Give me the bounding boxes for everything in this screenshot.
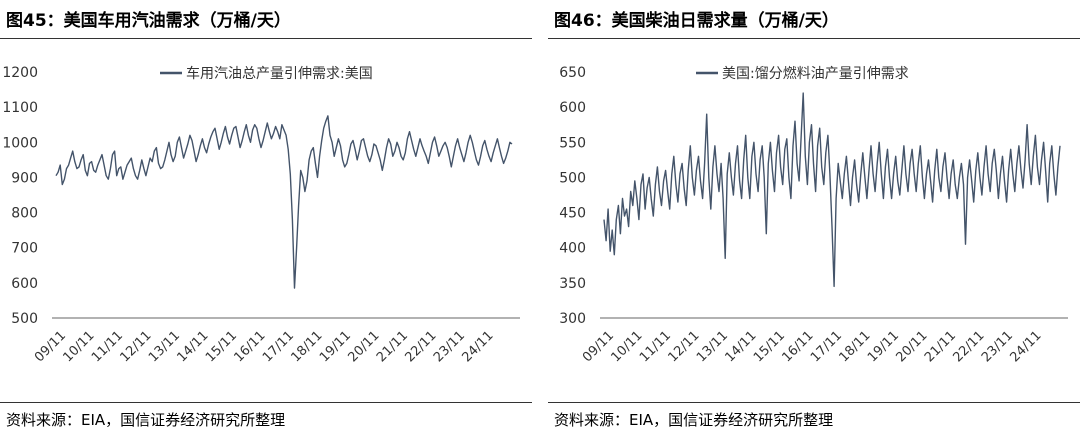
x-tick-label: 16/11 bbox=[231, 328, 268, 365]
x-tick-label: 24/11 bbox=[1007, 328, 1044, 365]
chart-panel-gasoline: 图45：美国车用汽油需求（万桶/天） 500 600 700 800 900 1000 11… bbox=[0, 0, 532, 442]
x-tick-label: 19/11 bbox=[317, 328, 354, 365]
x-tick-label: 22/11 bbox=[402, 328, 439, 365]
x-tick-label: 12/11 bbox=[117, 328, 154, 365]
series-line bbox=[55, 115, 513, 289]
y-tick-label: 1000 bbox=[2, 135, 38, 151]
x-tick-label: 18/11 bbox=[836, 328, 873, 365]
x-tick-label: 12/11 bbox=[665, 328, 702, 365]
x-tick-label: 09/11 bbox=[32, 328, 69, 365]
y-tick-label: 450 bbox=[559, 206, 586, 222]
x-tick-label: 10/11 bbox=[608, 328, 645, 365]
x-tick-label: 15/11 bbox=[751, 328, 788, 365]
x-tick-label: 11/11 bbox=[89, 328, 126, 365]
x-tick-label: 22/11 bbox=[950, 328, 987, 365]
y-tick-label: 500 bbox=[11, 311, 38, 327]
x-tick-label: 14/11 bbox=[174, 328, 211, 365]
x-tick-label: 13/11 bbox=[146, 328, 183, 365]
x-tick-label: 10/11 bbox=[60, 328, 97, 365]
y-tick-label: 550 bbox=[559, 135, 586, 151]
title-divider bbox=[0, 38, 532, 39]
legend-label: 车用汽油总产量引伸需求:美国 bbox=[186, 65, 373, 82]
y-tick-label: 800 bbox=[11, 206, 38, 222]
source-divider bbox=[548, 402, 1080, 403]
source-note: 资料来源：EIA，国信证券经济研究所整理 bbox=[554, 411, 834, 429]
x-tick-label: 14/11 bbox=[722, 328, 759, 365]
x-tick-label: 19/11 bbox=[865, 328, 902, 365]
legend-label: 美国:馏分燃料油产量引伸需求 bbox=[722, 65, 909, 82]
y-tick-label: 300 bbox=[559, 311, 586, 327]
y-tick-label: 1100 bbox=[2, 100, 38, 116]
y-tick-label: 600 bbox=[559, 100, 586, 116]
x-tick-label: 15/11 bbox=[203, 328, 240, 365]
x-tick-label: 17/11 bbox=[260, 328, 297, 365]
x-tick-label: 16/11 bbox=[779, 328, 816, 365]
series-line bbox=[603, 92, 1061, 288]
chart-title: 图46：美国柴油日需求量（万桶/天） bbox=[554, 11, 839, 31]
y-tick-label: 1200 bbox=[2, 65, 38, 81]
x-tick-label: 20/11 bbox=[893, 328, 930, 365]
diesel-demand-line-chart: 30035040045050055060065009/1110/1111/111… bbox=[559, 65, 1068, 365]
x-tick-label: 20/11 bbox=[345, 328, 382, 365]
x-tick-label: 09/11 bbox=[580, 328, 617, 365]
x-tick-label: 21/11 bbox=[374, 328, 411, 365]
x-tick-label: 23/11 bbox=[979, 328, 1016, 365]
source-note: 资料来源：EIA，国信证券经济研究所整理 bbox=[6, 411, 286, 429]
x-tick-label: 23/11 bbox=[431, 328, 468, 365]
x-tick-label: 11/11 bbox=[637, 328, 674, 365]
y-tick-label: 650 bbox=[559, 65, 586, 81]
x-tick-label: 21/11 bbox=[922, 328, 959, 365]
x-tick-label: 17/11 bbox=[808, 328, 845, 365]
y-tick-label: 350 bbox=[559, 276, 586, 292]
x-tick-label: 13/11 bbox=[694, 328, 731, 365]
y-tick-label: 600 bbox=[11, 276, 38, 292]
y-tick-label: 400 bbox=[559, 241, 586, 257]
title-divider bbox=[548, 38, 1080, 39]
y-tick-label: 700 bbox=[11, 241, 38, 257]
source-divider bbox=[0, 402, 532, 403]
y-tick-label: 900 bbox=[11, 170, 38, 186]
y-tick-label: 500 bbox=[559, 170, 586, 186]
x-tick-label: 24/11 bbox=[459, 328, 496, 365]
chart-panel-diesel: 图46：美国柴油日需求量（万桶/天） 300 350 400 450 500 550 600… bbox=[548, 0, 1080, 442]
x-tick-label: 18/11 bbox=[288, 328, 325, 365]
gasoline-demand-line-chart: 500 600 700 800 900 1000 1100 1200 09/1110/1111/… bbox=[2, 65, 520, 365]
chart-title: 图45：美国车用汽油需求（万桶/天） bbox=[6, 11, 291, 31]
